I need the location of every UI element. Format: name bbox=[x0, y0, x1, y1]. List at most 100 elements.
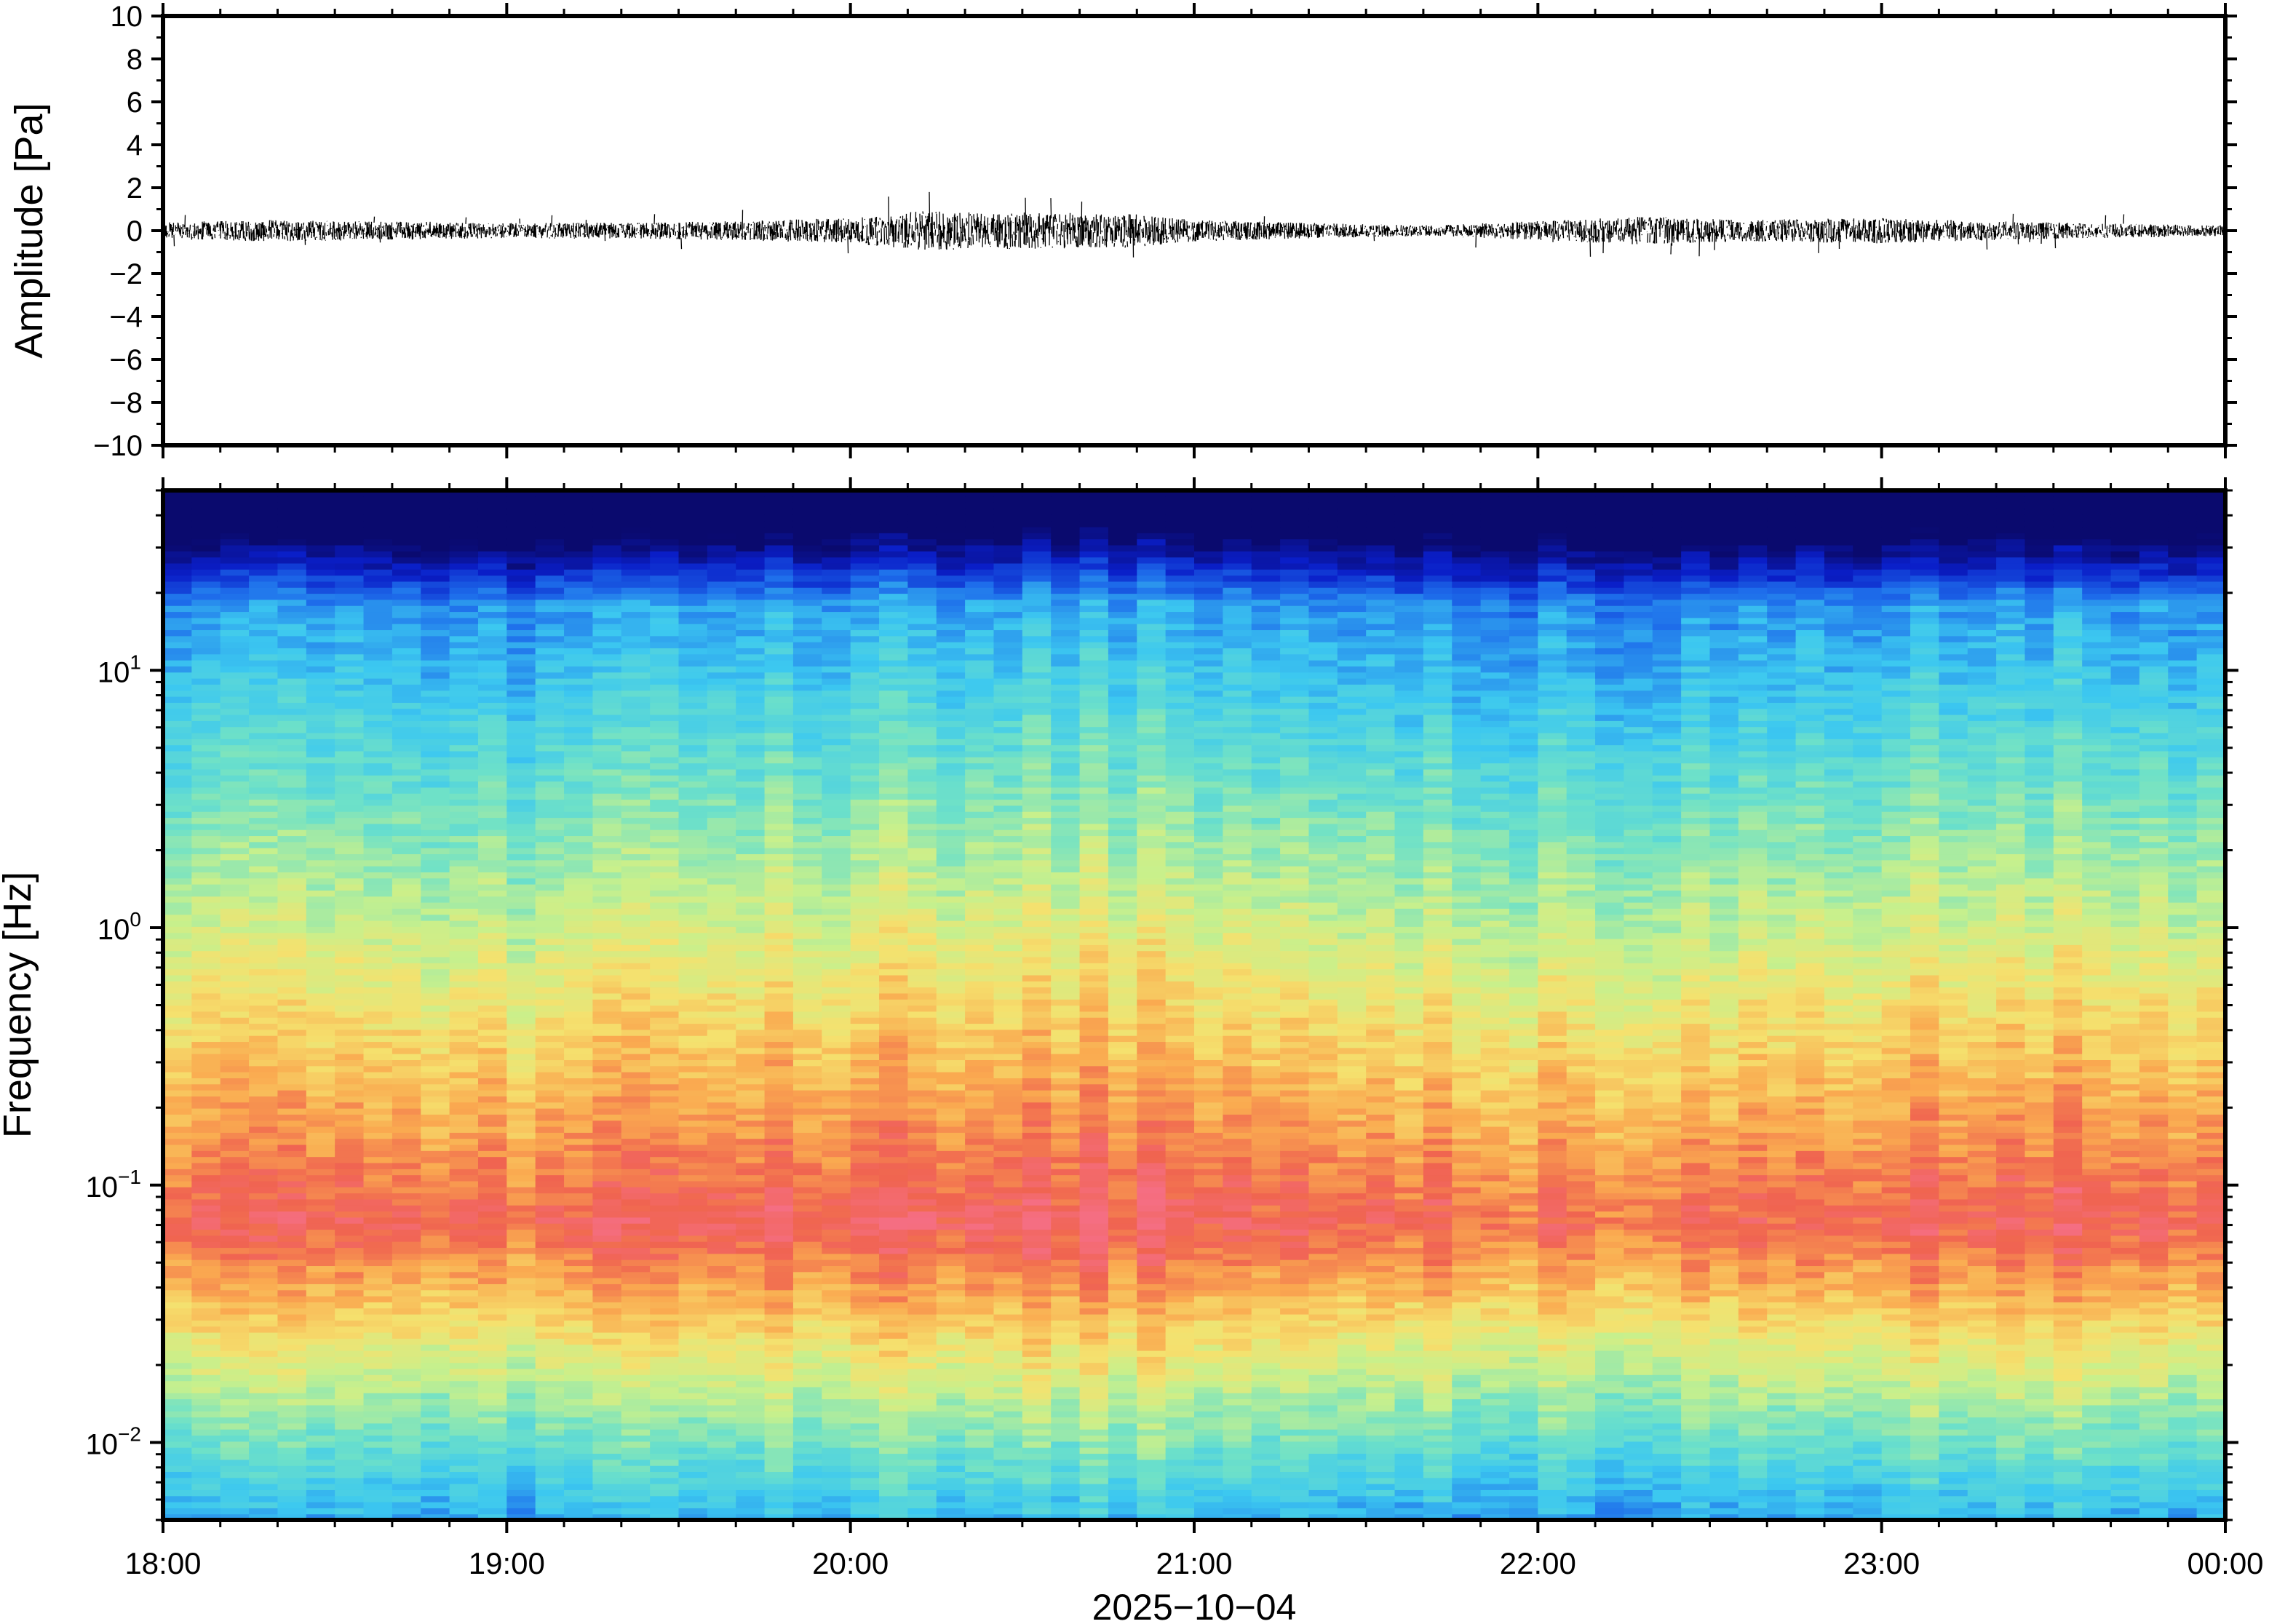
spectrogram-cell bbox=[363, 841, 393, 848]
spectrogram-cell bbox=[506, 648, 536, 655]
spectrogram-cell bbox=[220, 944, 250, 952]
spectrogram-cell bbox=[907, 1108, 937, 1115]
spectrogram-cell bbox=[506, 1029, 536, 1036]
spectrogram-cell bbox=[822, 884, 851, 891]
spectrogram-cell bbox=[449, 775, 479, 782]
spectrogram-cell bbox=[535, 557, 565, 564]
spectrogram-cell bbox=[822, 1259, 851, 1267]
spectrogram-cell bbox=[249, 884, 279, 891]
spectrogram-cell bbox=[392, 508, 421, 515]
spectrogram-cell bbox=[650, 1344, 680, 1351]
spectrogram-cell bbox=[907, 648, 937, 655]
spectrogram-cell bbox=[792, 1362, 822, 1369]
spectrogram-cell bbox=[678, 944, 708, 952]
spectrogram-cell bbox=[621, 1096, 651, 1103]
spectrogram-cell bbox=[764, 1253, 794, 1260]
spectrogram-cell bbox=[907, 1090, 937, 1096]
spectrogram-cell bbox=[335, 1078, 365, 1085]
spectrogram-cell bbox=[249, 1513, 279, 1520]
spectrogram-cell bbox=[220, 1326, 250, 1333]
spectrogram-cell bbox=[822, 872, 851, 879]
spectrogram-cell bbox=[249, 1059, 279, 1067]
spectrogram-cell bbox=[535, 1307, 565, 1315]
spectrogram-cell bbox=[449, 1078, 479, 1085]
spectrogram-cell bbox=[564, 1217, 594, 1224]
spectrogram-cell bbox=[936, 829, 966, 837]
spectrogram-cell bbox=[163, 696, 192, 703]
spectrogram-cell bbox=[879, 1144, 908, 1151]
spectrogram-cell bbox=[277, 896, 307, 903]
spectrogram-cell bbox=[277, 768, 307, 776]
spectrogram-cell bbox=[936, 1271, 966, 1278]
spectrogram-cell bbox=[879, 569, 908, 576]
spectrogram-cell bbox=[392, 757, 421, 764]
spectrogram-cell bbox=[191, 829, 221, 837]
spectrogram-cell bbox=[936, 757, 966, 764]
spectrogram-cell bbox=[650, 902, 680, 909]
spectrogram-cell bbox=[249, 1429, 279, 1436]
spectrogram-cell bbox=[191, 1484, 221, 1490]
spectrogram-cell bbox=[421, 1459, 450, 1466]
spectrogram-cell bbox=[277, 859, 307, 867]
spectrogram-cell bbox=[850, 1271, 880, 1278]
spectrogram-cell bbox=[850, 848, 880, 855]
spectrogram-cell bbox=[306, 562, 335, 570]
spectrogram-cell bbox=[249, 1320, 279, 1327]
spectrogram-cell bbox=[535, 1090, 565, 1096]
spectrogram-cell bbox=[822, 551, 851, 558]
spectrogram-cell bbox=[163, 926, 192, 934]
spectrogram-cell bbox=[621, 1350, 651, 1357]
spectrogram-cell bbox=[678, 1484, 708, 1490]
spectrogram-cell bbox=[306, 1162, 335, 1169]
spectrogram-cell bbox=[850, 1108, 880, 1115]
spectrogram-cell bbox=[421, 726, 450, 733]
spectrogram-cell bbox=[449, 739, 479, 746]
spectrogram-cell bbox=[764, 1332, 794, 1339]
spectrogram-cell bbox=[678, 992, 708, 1000]
spectrogram-cell bbox=[220, 624, 250, 631]
spectrogram-cell bbox=[449, 987, 479, 994]
spectrogram-cell bbox=[535, 1495, 565, 1502]
spectrogram-cell bbox=[220, 635, 250, 642]
spectrogram-cell bbox=[736, 775, 766, 782]
spectrogram-cell bbox=[421, 974, 450, 982]
spectrogram-cell bbox=[621, 920, 651, 927]
spectrogram-cell bbox=[535, 956, 565, 963]
spectrogram-cell bbox=[535, 1150, 565, 1158]
spectrogram-cell bbox=[449, 1041, 479, 1048]
spectrogram-cell bbox=[822, 1247, 851, 1254]
spectrogram-cell bbox=[363, 768, 393, 776]
spectrogram-cell bbox=[506, 1362, 536, 1369]
spectrogram-cell bbox=[306, 1211, 335, 1218]
spectrogram-cell bbox=[707, 841, 736, 848]
spectrogram-cell bbox=[392, 1508, 421, 1515]
spectrogram-cell bbox=[736, 787, 766, 794]
spectrogram-cell bbox=[191, 605, 221, 613]
spectrogram-cell bbox=[249, 1041, 279, 1048]
spectrogram-cell bbox=[650, 1393, 680, 1400]
spectrogram-cell bbox=[535, 653, 565, 661]
spectrogram-cell bbox=[363, 829, 393, 837]
spectrogram-cell bbox=[191, 1023, 221, 1030]
spectrogram-cell bbox=[277, 1362, 307, 1369]
spectrogram-cell bbox=[306, 805, 335, 812]
spectrogram-cell bbox=[535, 1368, 565, 1375]
spectrogram-cell bbox=[907, 841, 937, 848]
spectrogram-cell bbox=[363, 981, 393, 988]
spectrogram-cell bbox=[306, 1411, 335, 1418]
spectrogram-cell bbox=[965, 1393, 995, 1400]
spectrogram-cell bbox=[879, 502, 908, 509]
spectrogram-cell bbox=[277, 781, 307, 788]
spectrogram-cell bbox=[449, 817, 479, 824]
spectrogram-cell bbox=[306, 708, 335, 715]
spectrogram-cell bbox=[621, 1065, 651, 1072]
spectrogram-cell bbox=[792, 1398, 822, 1406]
spectrogram-cell bbox=[477, 708, 507, 715]
spectrogram-cell bbox=[592, 1041, 622, 1048]
spectrogram-cell bbox=[306, 690, 335, 697]
spectrogram-cell bbox=[936, 678, 966, 685]
spectrogram-cell bbox=[335, 1495, 365, 1502]
spectrogram-cell bbox=[421, 1435, 450, 1442]
spectrogram-cell bbox=[363, 1296, 393, 1302]
spectrogram-cell bbox=[936, 1054, 966, 1061]
